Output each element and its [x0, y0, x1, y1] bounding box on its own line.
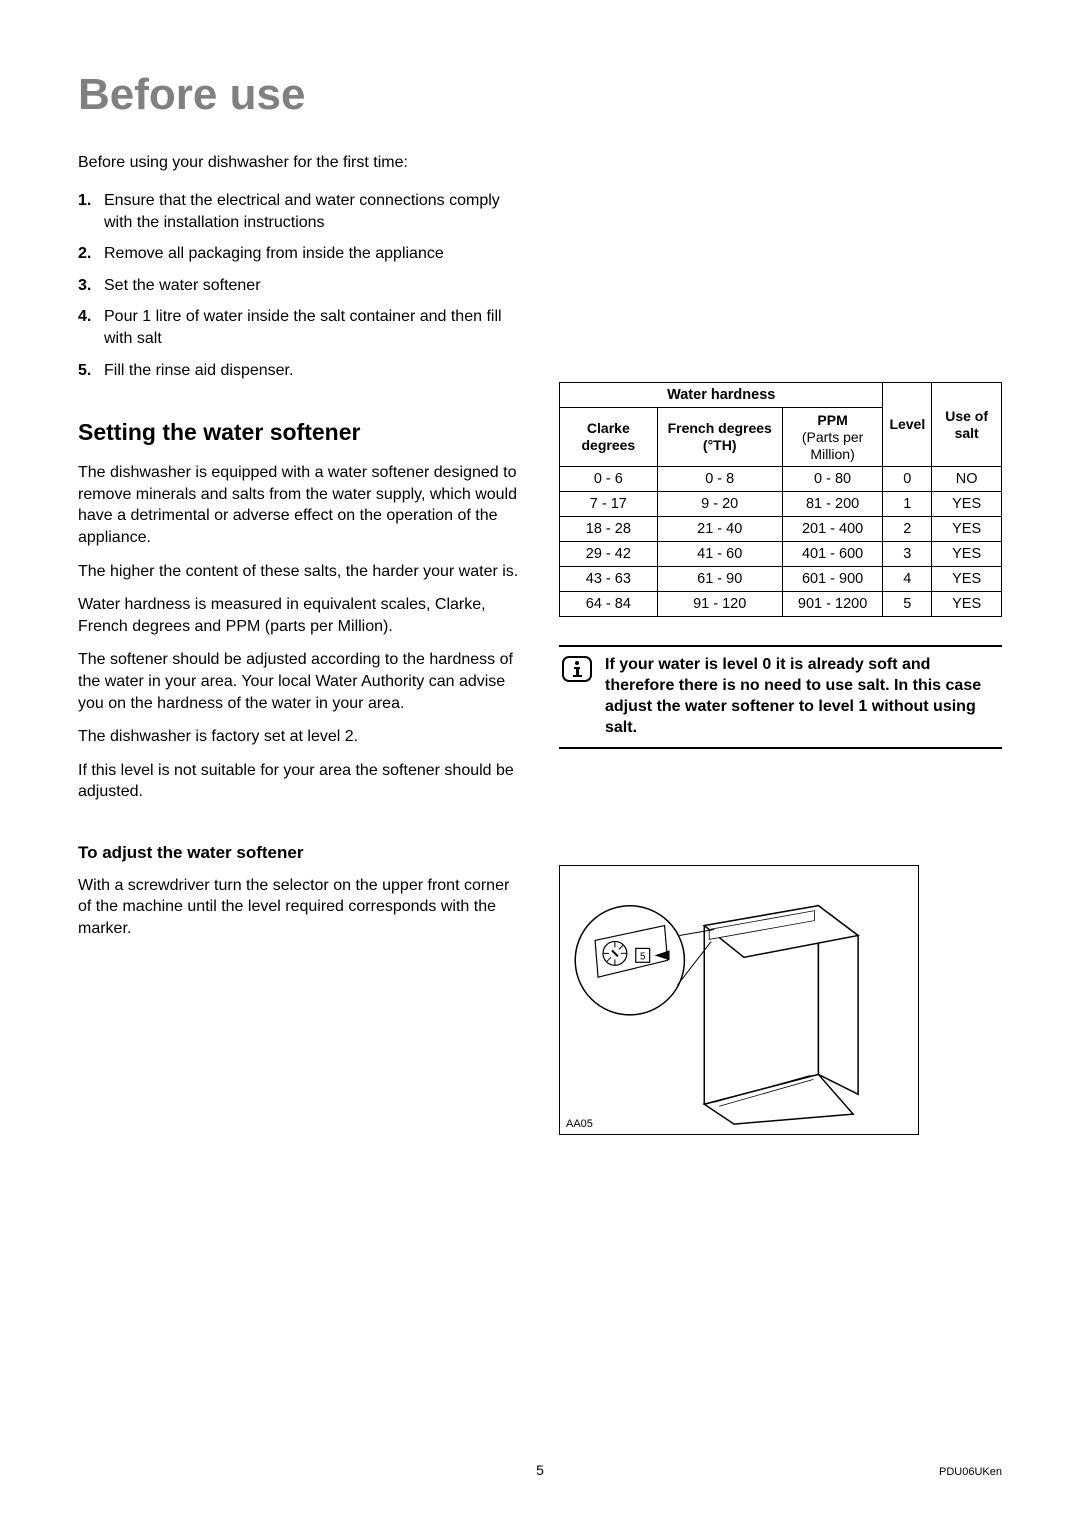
ppm-bold: PPM — [817, 412, 847, 428]
cell-salt: YES — [932, 517, 1002, 542]
cell-ppm: 0 - 80 — [782, 467, 883, 492]
cell-french: 9 - 20 — [657, 492, 782, 517]
table-group-header: Water hardness — [560, 383, 883, 408]
cell-salt: NO — [932, 467, 1002, 492]
footer-code: PDU06UKen — [939, 1466, 1002, 1478]
cell-ppm: 601 - 900 — [782, 567, 883, 592]
cell-ppm: 901 - 1200 — [782, 592, 883, 617]
cell-french: 91 - 120 — [657, 592, 782, 617]
list-item: 4.Pour 1 litre of water inside the salt … — [78, 306, 521, 349]
cell-salt: YES — [932, 492, 1002, 517]
cell-ppm: 401 - 600 — [782, 542, 883, 567]
section-heading: Setting the water softener — [78, 419, 521, 446]
info-box: If your water is level 0 it is already s… — [559, 645, 1002, 748]
diagram-box: 5 AA05 — [559, 865, 919, 1135]
step-text: Pour 1 litre of water inside the salt co… — [104, 306, 521, 349]
steps-list: 1.Ensure that the electrical and water c… — [78, 190, 521, 381]
cell-level: 2 — [883, 517, 932, 542]
table-row: 64 - 84 91 - 120 901 - 1200 5 YES — [560, 592, 1002, 617]
info-icon — [561, 655, 593, 683]
body-paragraph: The dishwasher is factory set at level 2… — [78, 726, 521, 748]
step-text: Set the water softener — [104, 275, 261, 297]
list-item: 3.Set the water softener — [78, 275, 521, 297]
table-header-level: Level — [883, 383, 932, 467]
right-column: Water hardness Level Use of salt Clarke … — [559, 154, 1002, 1135]
step-number: 4. — [78, 306, 104, 349]
list-item: 1.Ensure that the electrical and water c… — [78, 190, 521, 233]
cell-salt: YES — [932, 567, 1002, 592]
table-row: 29 - 42 41 - 60 401 - 600 3 YES — [560, 542, 1002, 567]
table-row: 18 - 28 21 - 40 201 - 400 2 YES — [560, 517, 1002, 542]
cell-level: 4 — [883, 567, 932, 592]
step-text: Remove all packaging from inside the app… — [104, 243, 444, 265]
body-paragraph: The softener should be adjusted accordin… — [78, 649, 521, 714]
intro-text: Before using your dishwasher for the fir… — [78, 154, 521, 172]
cell-clarke: 0 - 6 — [560, 467, 658, 492]
cell-french: 21 - 40 — [657, 517, 782, 542]
page-title: Before use — [78, 70, 1002, 120]
step-number: 5. — [78, 360, 104, 382]
cell-level: 5 — [883, 592, 932, 617]
table-row: 7 - 17 9 - 20 81 - 200 1 YES — [560, 492, 1002, 517]
list-item: 5.Fill the rinse aid dispenser. — [78, 360, 521, 382]
table-row: 43 - 63 61 - 90 601 - 900 4 YES — [560, 567, 1002, 592]
table-header-french: French degrees (°TH) — [657, 408, 782, 467]
step-text: Fill the rinse aid dispenser. — [104, 360, 293, 382]
cell-level: 3 — [883, 542, 932, 567]
dishwasher-diagram: 5 — [560, 866, 918, 1134]
hardness-table-wrap: Water hardness Level Use of salt Clarke … — [559, 382, 1002, 617]
table-row: 0 - 6 0 - 8 0 - 80 0 NO — [560, 467, 1002, 492]
list-item: 2.Remove all packaging from inside the a… — [78, 243, 521, 265]
cell-clarke: 7 - 17 — [560, 492, 658, 517]
cell-salt: YES — [932, 542, 1002, 567]
table-header-salt: Use of salt — [932, 383, 1002, 467]
body-paragraph: Water hardness is measured in equivalent… — [78, 594, 521, 637]
hardness-table: Water hardness Level Use of salt Clarke … — [559, 382, 1002, 617]
cell-clarke: 64 - 84 — [560, 592, 658, 617]
info-text: If your water is level 0 it is already s… — [605, 655, 1000, 738]
page-number: 5 — [0, 1462, 1080, 1478]
cell-ppm: 201 - 400 — [782, 517, 883, 542]
cell-salt: YES — [932, 592, 1002, 617]
diagram-label: AA05 — [566, 1118, 593, 1130]
left-column: Before using your dishwasher for the fir… — [78, 154, 521, 1135]
cell-clarke: 29 - 42 — [560, 542, 658, 567]
table-header-clarke: Clarke degrees — [560, 408, 658, 467]
step-text: Ensure that the electrical and water con… — [104, 190, 521, 233]
content-columns: Before using your dishwasher for the fir… — [78, 154, 1002, 1135]
body-paragraph: The dishwasher is equipped with a water … — [78, 462, 521, 548]
cell-french: 61 - 90 — [657, 567, 782, 592]
step-number: 3. — [78, 275, 104, 297]
ppm-sub: (Parts per Million) — [802, 429, 863, 462]
body-paragraph: The higher the content of these salts, t… — [78, 561, 521, 583]
cell-french: 0 - 8 — [657, 467, 782, 492]
step-number: 1. — [78, 190, 104, 233]
sub-paragraph: With a screwdriver turn the selector on … — [78, 875, 521, 940]
cell-level: 1 — [883, 492, 932, 517]
cell-ppm: 81 - 200 — [782, 492, 883, 517]
cell-clarke: 43 - 63 — [560, 567, 658, 592]
sub-heading: To adjust the water softener — [78, 843, 521, 863]
table-header-ppm: PPM (Parts per Million) — [782, 408, 883, 467]
cell-french: 41 - 60 — [657, 542, 782, 567]
diagram-number: 5 — [640, 951, 646, 962]
body-paragraph: If this level is not suitable for your a… — [78, 760, 521, 803]
cell-clarke: 18 - 28 — [560, 517, 658, 542]
cell-level: 0 — [883, 467, 932, 492]
step-number: 2. — [78, 243, 104, 265]
